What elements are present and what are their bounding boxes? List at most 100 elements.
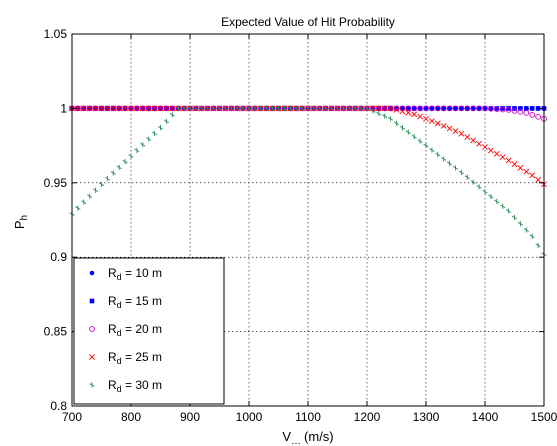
data-point (364, 105, 370, 111)
data-point (434, 105, 441, 112)
data-point (535, 106, 541, 111)
data-point (98, 105, 105, 112)
data-point (423, 105, 429, 112)
data-point (511, 161, 518, 168)
legend-label-sub: d (117, 356, 122, 366)
data-point (405, 105, 412, 112)
x-tick-label: 1100 (295, 410, 321, 424)
data-point (434, 120, 441, 127)
data-point (86, 105, 93, 112)
data-point (458, 105, 465, 112)
data-point (151, 105, 158, 112)
data-point (405, 129, 411, 135)
data-point (122, 159, 128, 165)
data-point (452, 105, 459, 112)
axis-ticks: 700 800 900 1000 1100 1200 1300 1400 1500 0.8 0.85… (44, 27, 557, 424)
data-point (139, 105, 146, 112)
data-point (482, 105, 488, 112)
data-point (133, 105, 140, 112)
data-point (75, 205, 81, 211)
data-point (317, 105, 323, 111)
data-point (175, 105, 181, 111)
data-point (488, 106, 494, 111)
data-point (269, 105, 276, 111)
data-point (187, 105, 193, 111)
legend-label-rest: = 30 m (122, 378, 162, 392)
data-point (523, 110, 530, 116)
data-point (476, 184, 482, 190)
data-point (281, 105, 288, 111)
legend-box (73, 257, 225, 405)
data-point (405, 109, 412, 116)
data-point (400, 106, 405, 111)
data-point (92, 105, 99, 112)
data-point (128, 153, 134, 159)
data-point (145, 105, 152, 112)
y-tick-label: 0.95 (44, 176, 68, 190)
data-point (505, 157, 512, 164)
data-point (169, 105, 176, 112)
data-point (163, 105, 170, 112)
data-point (529, 111, 536, 118)
legend-label-rest: = 20 m (122, 322, 162, 336)
legend-label: Rd = 30 m (108, 378, 162, 394)
data-point (482, 106, 488, 111)
data-point (529, 233, 535, 239)
data-point (435, 151, 441, 158)
y-axis-label-sub: h (19, 215, 30, 221)
data-point (222, 105, 229, 111)
data-point (334, 105, 341, 111)
data-point (116, 105, 123, 112)
data-point (157, 105, 164, 112)
data-point (529, 172, 536, 179)
y-tick-label: 0.9 (50, 250, 67, 264)
data-point (429, 106, 435, 111)
data-point (417, 113, 424, 120)
data-point (464, 134, 471, 140)
data-point (234, 105, 240, 111)
data-point (381, 105, 388, 112)
y-tick-label: 1.05 (44, 27, 68, 41)
data-point (157, 105, 164, 112)
data-point (464, 105, 471, 112)
data-point (499, 106, 506, 113)
data-point (417, 106, 423, 111)
data-point (399, 108, 406, 115)
data-point (181, 105, 187, 111)
data-point (246, 105, 252, 111)
data-point (476, 140, 483, 147)
data-point (411, 106, 417, 111)
data-point (205, 105, 211, 111)
data-point (323, 105, 329, 111)
data-point (163, 118, 170, 124)
data-point (505, 107, 512, 113)
x-axis-label-unit: (m/s) (304, 429, 334, 444)
data-point (169, 112, 175, 118)
data-point (411, 105, 418, 112)
legend-label: Rd = 15 m (108, 294, 162, 310)
y-tick-label: 0.85 (44, 325, 68, 339)
data-point (134, 147, 140, 153)
legend-label: Rd = 25 m (108, 350, 162, 366)
data-point (86, 105, 93, 112)
data-point (387, 116, 394, 122)
y-tick-label: 1 (60, 101, 67, 115)
data-point (446, 105, 453, 112)
x-axis-label-main: V (282, 429, 291, 444)
data-point (252, 105, 258, 111)
data-point (464, 174, 470, 180)
data-point (476, 106, 482, 111)
x-tick-label: 1300 (413, 410, 440, 424)
data-point (134, 105, 140, 112)
legend-label: Rd = 10 m (108, 266, 162, 282)
data-point (293, 105, 299, 111)
x-axis-label-sub: … (291, 436, 301, 446)
data-point (382, 113, 388, 119)
x-tick-label: 1000 (236, 410, 263, 424)
data-point (199, 105, 205, 111)
data-point (92, 187, 99, 193)
data-point (406, 106, 411, 111)
data-point (381, 105, 388, 112)
data-point (505, 208, 512, 214)
